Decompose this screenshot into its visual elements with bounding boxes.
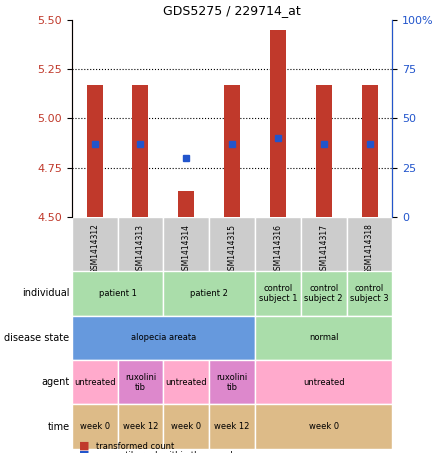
FancyBboxPatch shape [117, 217, 163, 271]
Bar [361, 85, 378, 217]
Text: GSM1414318: GSM1414318 [365, 223, 374, 275]
Text: GSM1414312: GSM1414312 [90, 223, 99, 275]
Text: GSM1414315: GSM1414315 [228, 223, 237, 275]
Text: GSM1414317: GSM1414317 [319, 223, 328, 275]
Text: ■: ■ [79, 450, 89, 453]
FancyBboxPatch shape [255, 316, 392, 360]
FancyBboxPatch shape [117, 360, 163, 405]
Text: ■: ■ [79, 441, 89, 451]
Text: alopecia areata: alopecia areata [131, 333, 196, 342]
FancyBboxPatch shape [346, 271, 392, 316]
Text: time: time [47, 422, 70, 432]
Bar [178, 191, 194, 217]
FancyBboxPatch shape [301, 271, 346, 316]
Text: untreated: untreated [166, 378, 207, 387]
Text: control
subject 1: control subject 1 [259, 284, 297, 303]
Text: week 0: week 0 [309, 422, 339, 431]
Text: untreated: untreated [303, 378, 345, 387]
Text: percentile rank within the sample: percentile rank within the sample [96, 451, 238, 453]
Bar [132, 85, 148, 217]
Text: disease state: disease state [4, 333, 70, 343]
Text: week 12: week 12 [123, 422, 158, 431]
Title: GDS5275 / 229714_at: GDS5275 / 229714_at [163, 4, 301, 17]
FancyBboxPatch shape [72, 360, 117, 405]
Text: control
subject 2: control subject 2 [304, 284, 343, 303]
FancyBboxPatch shape [301, 217, 346, 271]
FancyBboxPatch shape [255, 217, 301, 271]
FancyBboxPatch shape [163, 405, 209, 449]
Text: agent: agent [41, 377, 70, 387]
FancyBboxPatch shape [209, 217, 255, 271]
FancyBboxPatch shape [255, 360, 392, 405]
Text: week 0: week 0 [171, 422, 201, 431]
Text: week 12: week 12 [215, 422, 250, 431]
FancyBboxPatch shape [163, 217, 209, 271]
FancyBboxPatch shape [209, 360, 255, 405]
Bar [316, 85, 332, 217]
Text: GSM1414314: GSM1414314 [182, 223, 191, 275]
Text: individual: individual [22, 289, 70, 299]
FancyBboxPatch shape [346, 217, 392, 271]
FancyBboxPatch shape [72, 271, 163, 316]
FancyBboxPatch shape [72, 316, 255, 360]
Text: ruxolini
tib: ruxolini tib [216, 372, 248, 392]
Text: GSM1414313: GSM1414313 [136, 223, 145, 275]
FancyBboxPatch shape [163, 271, 255, 316]
Text: week 0: week 0 [80, 422, 110, 431]
FancyBboxPatch shape [72, 217, 117, 271]
FancyBboxPatch shape [255, 271, 301, 316]
Text: GSM1414316: GSM1414316 [273, 223, 283, 275]
Bar [224, 85, 240, 217]
Text: patient 2: patient 2 [190, 289, 228, 298]
Text: patient 1: patient 1 [99, 289, 137, 298]
FancyBboxPatch shape [72, 405, 117, 449]
Text: transformed count: transformed count [96, 442, 175, 451]
FancyBboxPatch shape [163, 360, 209, 405]
FancyBboxPatch shape [255, 405, 392, 449]
FancyBboxPatch shape [209, 405, 255, 449]
Bar [270, 29, 286, 217]
Bar [87, 85, 102, 217]
Text: control
subject 3: control subject 3 [350, 284, 389, 303]
Text: ruxolini
tib: ruxolini tib [125, 372, 156, 392]
Text: untreated: untreated [74, 378, 116, 387]
FancyBboxPatch shape [117, 405, 163, 449]
Text: normal: normal [309, 333, 339, 342]
